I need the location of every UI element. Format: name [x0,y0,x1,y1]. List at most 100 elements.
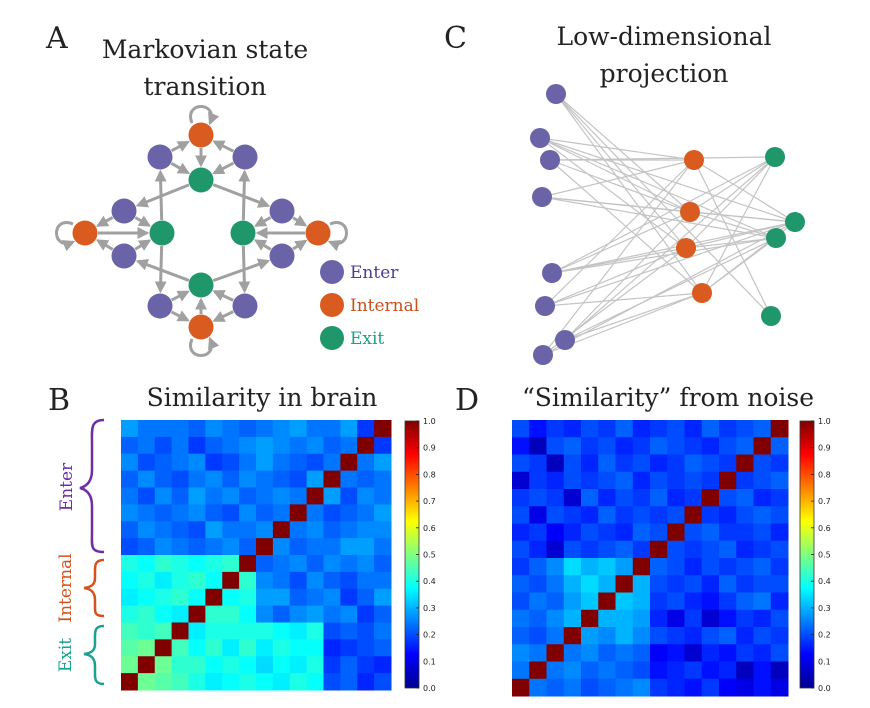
heatmap-cell [615,644,634,662]
enter-state-node [111,198,137,224]
heatmap-cell [736,523,754,542]
heatmap-cell [340,487,358,505]
panel-a-letter: A [45,21,68,56]
heatmap-cell [736,678,754,697]
heatmap-cell [188,622,206,640]
heatmap-cell [615,609,634,628]
heatmap-cell [154,673,173,691]
heatmap-cell [188,521,206,539]
state-transition-nodes [72,122,331,340]
exit-state-node [188,167,214,193]
heatmap-cell [546,506,565,524]
heatmap-cell [512,471,530,490]
heatmap-cell [239,521,257,539]
heatmap-cell [701,661,720,680]
heatmap-cell [753,471,772,490]
heatmap-cell [770,678,789,697]
colorbar-tick-label: 0.1 [423,657,436,666]
heatmap-cell [340,605,358,623]
heatmap-cell [154,588,173,607]
heatmap-cell [256,470,274,488]
heatmap-cell [563,489,582,507]
enter-state-node [546,84,566,104]
heatmap-cell [188,673,206,691]
projection-edge [544,159,695,307]
heatmap-cell [289,605,308,623]
heatmap-cell [239,605,257,623]
projection-edge [555,93,703,294]
heatmap-cell [289,436,308,455]
heatmap-cell [340,656,358,674]
heatmap-cell [736,489,754,507]
heatmap-cell [581,575,599,593]
heatmap-cell [272,571,291,590]
heatmap-cell [632,471,651,490]
projection-edge [701,156,776,294]
heatmap-cell [581,661,599,680]
heatmap-cell [546,678,565,697]
heatmap-cell [256,555,274,573]
heatmap-cell [667,609,685,628]
projection-edge [539,137,796,223]
heatmap-cell [323,453,341,472]
exit-state-node [761,306,781,326]
heatmap-cell [563,609,582,628]
heatmap-cell [289,555,308,573]
transition-arrow [134,239,152,251]
heatmap-cell [154,555,173,573]
heatmap-cell [374,453,392,472]
projection-edge [685,237,777,249]
heatmap-cell [701,454,720,473]
enter-state-node [532,187,552,207]
heatmap-cell [272,504,291,522]
heatmap-cell [256,436,274,455]
heatmap-cell [272,538,291,556]
heatmap-cell [272,656,291,674]
heatmap-cell [137,487,156,505]
heatmap-cell [650,609,668,628]
panel-a-title-line2: transition [143,72,266,101]
heatmap-cell [323,588,341,607]
transition-arrow [154,169,167,221]
heatmap-cell [701,471,720,490]
heatmap-cell [272,673,291,691]
heatmap-cell [650,678,668,697]
heatmap-cell [289,538,308,556]
projection-edge [689,211,777,239]
heatmap-cell [615,471,634,490]
heatmap-cell [719,523,737,542]
heatmap-cell [121,521,139,539]
heatmap-cell [205,555,223,573]
heatmap-cell [512,609,530,628]
heatmap-cell [581,506,599,524]
heatmap-cell [239,656,257,674]
colorbar-tick-label: 0.2 [423,631,436,640]
heatmap-cell [632,678,651,697]
heatmap-cell [753,678,772,697]
heatmap-cell [598,489,616,507]
heatmap-cell [598,506,616,524]
enter-state-node [533,345,553,365]
heatmap-cell [684,523,703,542]
self-loop-arrow [55,221,76,252]
projection-edge [551,211,691,274]
heatmap-cell [374,605,392,623]
heatmap-cell [357,538,375,556]
heatmap-cell [701,644,720,662]
heatmap-cell [357,673,375,691]
heatmap-cell [272,436,291,455]
heatmap-cell [581,644,599,662]
heatmap-cell [615,523,634,542]
heatmap-cell [650,627,668,645]
heatmap-cell [188,436,206,455]
enter-state-node [535,296,555,316]
heatmap-cell [770,506,789,524]
heatmap-cell [256,622,274,640]
heatmap-cell [581,558,599,576]
transition-arrow [170,140,190,153]
heatmap-cell [323,656,341,674]
heatmap-cell [306,656,324,674]
heatmap-cell [632,661,651,680]
heatmap-cell [512,506,530,524]
